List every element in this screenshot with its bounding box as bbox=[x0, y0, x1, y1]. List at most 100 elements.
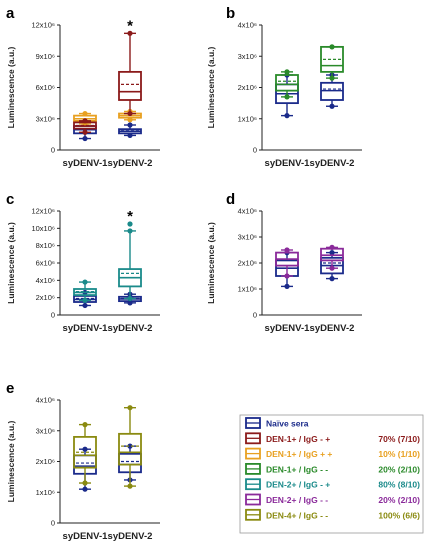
max-point bbox=[329, 244, 335, 250]
x-category-label: syDENV-1 bbox=[63, 158, 109, 169]
significance-star: * bbox=[127, 208, 133, 225]
box-plot bbox=[275, 247, 299, 279]
legend-item: DEN-2+ / IgG - + 80% (8/10) bbox=[245, 478, 420, 491]
legend-percent: 20% (2/10) bbox=[378, 495, 420, 505]
chart-panel-d: d 0 1x10⁶ 2x10⁶ 3x10⁶ 4x10⁶ Luminescence (a.u.… bbox=[206, 191, 362, 334]
box-plot bbox=[118, 221, 142, 302]
legend-percent: 10% (1/10) bbox=[378, 449, 420, 459]
legend-label: Naïve sera bbox=[266, 419, 309, 429]
max-point bbox=[127, 30, 133, 36]
y-tick-label: 4x10⁶ bbox=[238, 207, 257, 216]
min-point bbox=[127, 300, 133, 306]
max-point bbox=[82, 110, 88, 117]
y-tick-label: 0 bbox=[51, 146, 55, 155]
min-point bbox=[82, 480, 88, 486]
max-point bbox=[329, 44, 335, 50]
y-tick-label: 4x10⁶ bbox=[238, 21, 257, 30]
y-tick-label: 3x10⁶ bbox=[238, 52, 257, 61]
y-axis-label: Luminescence (a.u.) bbox=[6, 420, 16, 502]
max-point bbox=[284, 69, 290, 75]
min-point bbox=[127, 117, 133, 123]
y-axis-label: Luminescence (a.u.) bbox=[6, 222, 16, 304]
legend-label: DEN-4+ / IgG - - bbox=[266, 510, 328, 520]
legend-percent: 80% (8/10) bbox=[378, 480, 420, 490]
y-tick-label: 0 bbox=[253, 311, 257, 320]
box-iqr bbox=[118, 70, 142, 101]
y-axis-label: Luminescence (a.u.) bbox=[6, 46, 16, 128]
y-tick-label: 0 bbox=[51, 519, 55, 528]
min-point bbox=[82, 486, 88, 492]
min-point bbox=[82, 297, 88, 303]
legend-label: DEN-2+ / IgG - + bbox=[266, 480, 330, 490]
min-point bbox=[82, 302, 88, 309]
x-category-label: syDENV-2 bbox=[108, 531, 153, 542]
box-plot bbox=[118, 122, 142, 139]
y-tick-label: 12x10⁶ bbox=[31, 21, 55, 30]
y-tick-label: 6x10⁶ bbox=[36, 259, 55, 268]
min-point bbox=[284, 113, 290, 119]
legend-item: Naïve sera bbox=[245, 417, 309, 429]
y-tick-label: 4x10⁶ bbox=[36, 276, 55, 285]
x-category-label: syDENV-1 bbox=[265, 158, 311, 169]
y-tick-label: 10x10⁶ bbox=[31, 224, 55, 233]
y-tick-label: 3x10⁶ bbox=[36, 426, 55, 435]
y-tick-label: 1x10⁶ bbox=[238, 114, 257, 123]
panel-label: c bbox=[6, 191, 14, 208]
x-category-label: syDENV-2 bbox=[310, 323, 355, 334]
legend-label: DEN-1+ / IgG - + bbox=[266, 434, 330, 444]
x-category-label: syDENV-1 bbox=[63, 531, 109, 542]
box-iqr bbox=[73, 435, 97, 469]
y-axis-label: Luminescence (a.u.) bbox=[206, 46, 216, 128]
x-category-label: syDENV-1 bbox=[265, 323, 311, 334]
legend-frame bbox=[239, 414, 424, 534]
box-plot bbox=[275, 69, 299, 100]
min-point bbox=[284, 283, 290, 289]
min-point bbox=[329, 75, 335, 81]
min-point bbox=[127, 295, 133, 302]
box-plot bbox=[118, 405, 142, 489]
panel-label: e bbox=[6, 380, 14, 397]
y-tick-label: 12x10⁶ bbox=[31, 207, 55, 216]
min-point bbox=[329, 276, 335, 282]
box-iqr bbox=[275, 74, 299, 92]
min-point bbox=[127, 110, 133, 117]
max-point bbox=[82, 118, 88, 124]
min-point bbox=[284, 94, 290, 100]
y-tick-label: 0 bbox=[253, 146, 257, 155]
max-point bbox=[284, 247, 290, 253]
min-point bbox=[127, 483, 133, 489]
significance-star: * bbox=[127, 17, 133, 34]
min-point bbox=[82, 135, 88, 142]
x-category-label: syDENV-1 bbox=[63, 323, 109, 334]
y-tick-label: 8x10⁶ bbox=[36, 241, 55, 250]
outlier-point bbox=[127, 221, 133, 227]
legend-label: DEN-2+ / IgG - - bbox=[266, 495, 328, 505]
max-point bbox=[127, 122, 133, 128]
min-point bbox=[329, 265, 335, 271]
y-tick-label: 9x10⁶ bbox=[36, 52, 55, 61]
y-tick-label: 2x10⁶ bbox=[36, 293, 55, 302]
box-plot bbox=[73, 279, 97, 303]
legend-item: DEN-4+ / IgG - - 100% (6/6) bbox=[245, 508, 420, 521]
max-point bbox=[127, 443, 133, 449]
min-point bbox=[82, 129, 88, 135]
y-tick-label: 1x10⁶ bbox=[36, 488, 55, 497]
legend-item: DEN-1+ / IgG + + 10% (1/10) bbox=[245, 447, 420, 460]
chart-panel-e: e 0 1x10⁶ 2x10⁶ 3x10⁶ 4x10⁶ Luminescence (a.u.… bbox=[6, 380, 160, 542]
x-category-label: syDENV-2 bbox=[108, 323, 153, 334]
panel-label: b bbox=[226, 5, 235, 22]
legend-label: DEN-1+ / IgG - - bbox=[266, 464, 328, 474]
legend-percent: 70% (7/10) bbox=[378, 434, 420, 444]
y-tick-label: 2x10⁶ bbox=[36, 457, 55, 466]
y-tick-label: 0 bbox=[51, 311, 55, 320]
y-tick-label: 2x10⁶ bbox=[238, 83, 257, 92]
x-category-label: syDENV-2 bbox=[108, 158, 153, 169]
chart-panel-a: a 0 3x10⁶ 6x10⁶ 9x10⁶ 12x10⁶ Luminescence (a.u… bbox=[6, 5, 160, 169]
y-tick-label: 6x10⁶ bbox=[36, 83, 55, 92]
box-iqr bbox=[118, 432, 142, 466]
box-plot bbox=[320, 44, 344, 81]
min-point bbox=[284, 273, 290, 279]
legend-item: DEN-2+ / IgG - - 20% (2/10) bbox=[245, 493, 420, 506]
box-plot bbox=[73, 118, 97, 135]
